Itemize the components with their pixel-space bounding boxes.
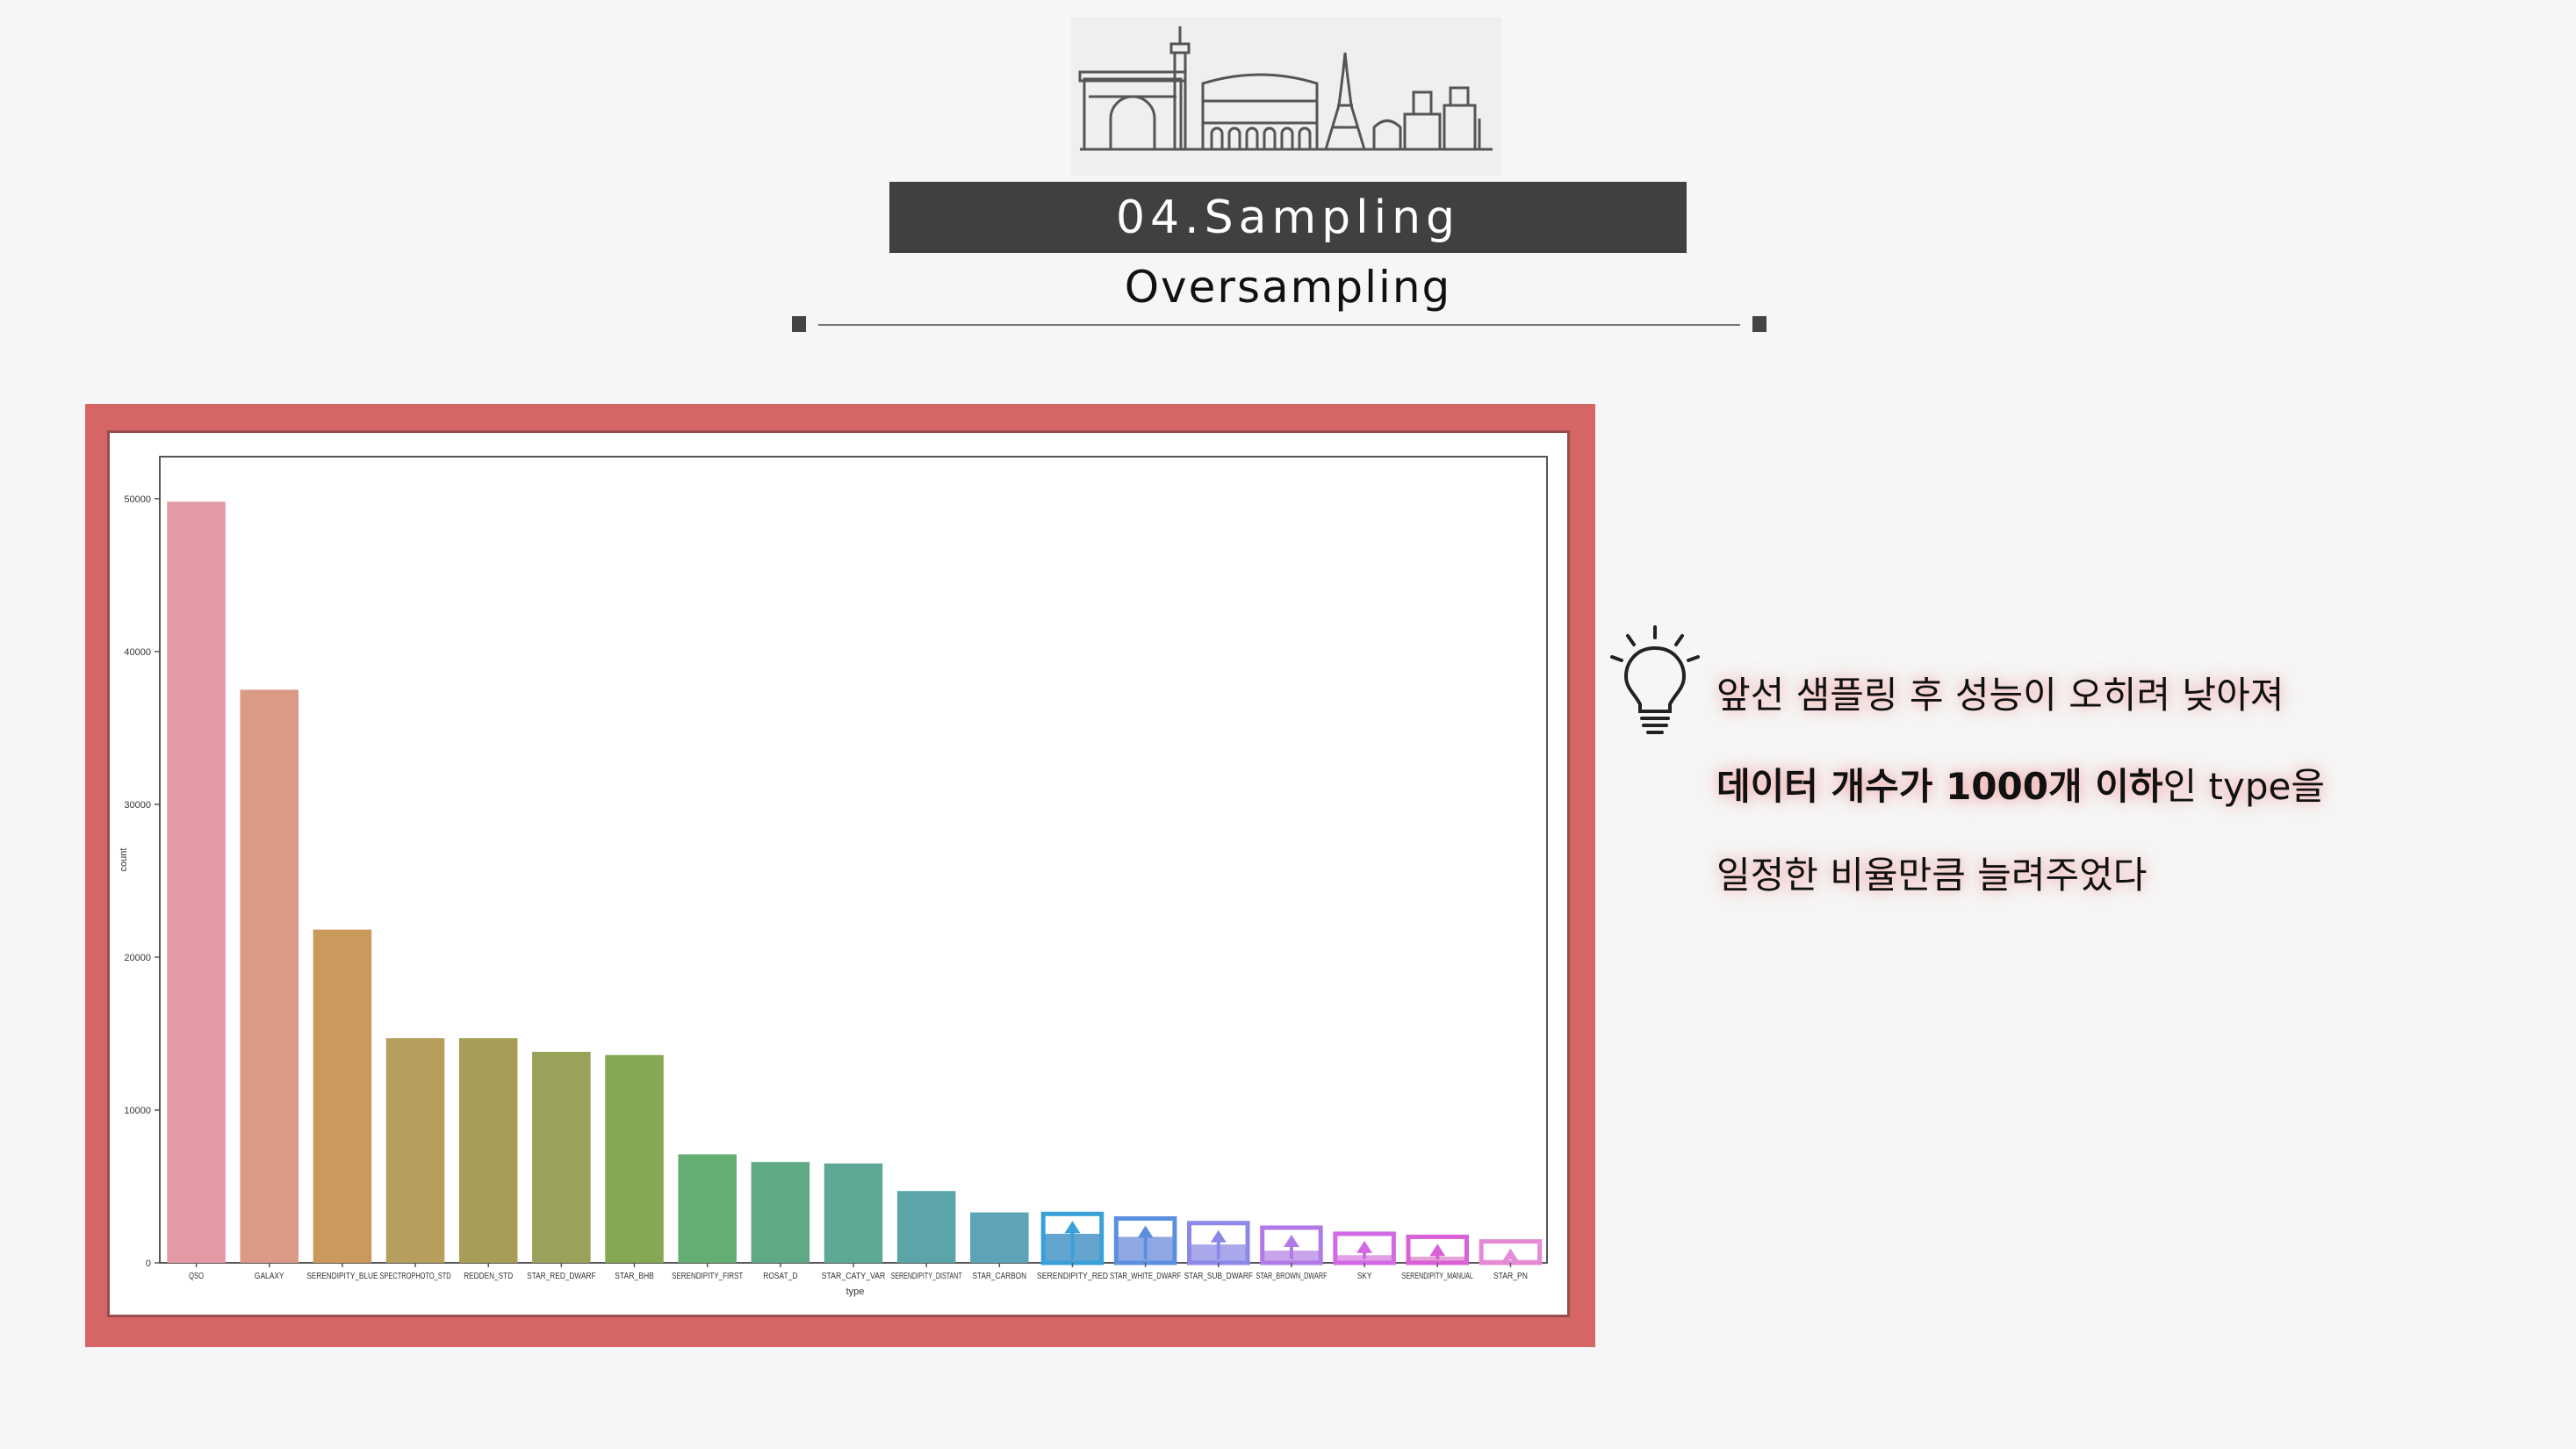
bar (313, 929, 372, 1263)
note-line-3: 일정한 비율만큼 늘려주었다 (1716, 854, 2148, 897)
y-tick-label: 30000 (124, 800, 151, 811)
bar (970, 1212, 1029, 1263)
x-tick-label: STAR_CATY_VAR (822, 1272, 886, 1281)
note-line-2: 데이터 개수가 1000개 이하인 type을 (1716, 757, 2325, 811)
y-tick-label: 40000 (124, 647, 151, 658)
increase-arrow-icon (1429, 1244, 1446, 1259)
x-tick-label: SERENDIPITY_FIRST (672, 1272, 743, 1281)
x-tick-label: STAR_WHITE_DWARF (1110, 1272, 1181, 1281)
city-skyline-illustration (1071, 18, 1501, 176)
x-tick-label: SERENDIPITY_DISTANT (891, 1272, 962, 1281)
increase-arrow-icon (1137, 1225, 1154, 1259)
x-tick-label: STAR_PN (1493, 1272, 1528, 1281)
bar (240, 689, 299, 1263)
x-tick-label: STAR_RED_DWARF (527, 1272, 595, 1281)
x-tick-label: REDDEN_STD (464, 1272, 513, 1281)
bar (678, 1154, 737, 1263)
bar (167, 501, 226, 1263)
section-title: 04.Sampling (1115, 191, 1461, 244)
note-line-2-rest: 인 type을 (2162, 765, 2325, 808)
bar (824, 1163, 883, 1263)
section-subtitle: Oversampling (1124, 262, 1452, 313)
x-tick-label: STAR_BHB (615, 1272, 654, 1281)
y-axis-label: count (119, 848, 129, 872)
divider-right-marker (1752, 316, 1767, 332)
bar (385, 1038, 445, 1263)
increase-arrow-icon (1356, 1240, 1373, 1259)
x-tick-label: SERENDIPITY_BLUE (306, 1272, 378, 1281)
skyline-icon (1078, 26, 1493, 151)
divider-left-marker (792, 316, 806, 332)
x-tick-label: GALAXY (255, 1272, 284, 1281)
bar (458, 1038, 518, 1263)
x-tick-label: SKY (1357, 1272, 1372, 1281)
increase-arrow-icon (1064, 1221, 1081, 1259)
chart-frame: 0 10000 20000 30000 40000 50000 count QSO GALAXY… (85, 404, 1595, 1347)
x-tick-label: SERENDIPITY_MANUAL (1402, 1272, 1473, 1281)
bar (896, 1191, 956, 1263)
increase-arrow-icon (1210, 1229, 1227, 1259)
bar (532, 1051, 591, 1263)
x-tick-label: QSO (189, 1272, 204, 1281)
bar (751, 1162, 810, 1263)
y-tick-label: 10000 (124, 1106, 151, 1116)
chart-panel: 0 10000 20000 30000 40000 50000 count QSO GALAXY… (107, 430, 1570, 1317)
note-line-1: 앞선 샘플링 후 성능이 오히려 낮아져 (1716, 674, 2285, 717)
divider-line (818, 324, 1740, 326)
x-axis-label: type (846, 1287, 865, 1297)
increase-arrow-icon (1502, 1248, 1519, 1261)
lightbulb-icon (1607, 624, 1703, 738)
x-tick-label: STAR_BROWN_DWARF (1256, 1272, 1327, 1281)
bar-chart: 0 10000 20000 30000 40000 50000 count QSO GALAXY… (119, 456, 1548, 1297)
title-divider (792, 313, 1767, 337)
y-tick-label: 20000 (124, 953, 151, 963)
bar (605, 1055, 664, 1263)
x-tick-label: SPECTROPHOTO_STD (379, 1272, 450, 1281)
x-tick-label: SERENDIPITY_RED (1037, 1272, 1108, 1281)
bar (1408, 1257, 1467, 1263)
increase-arrow-icon (1283, 1234, 1299, 1259)
y-tick-label: 0 (146, 1258, 151, 1269)
x-tick-label: ROSAT_D (763, 1272, 797, 1281)
x-tick-label: STAR_CARBON (973, 1272, 1027, 1281)
x-tick-label: STAR_SUB_DWARF (1184, 1272, 1253, 1281)
note-line-2-bold: 데이터 개수가 1000개 이하 (1716, 765, 2163, 808)
y-tick-label: 50000 (124, 494, 151, 505)
section-title-bar: 04.Sampling (889, 182, 1687, 253)
